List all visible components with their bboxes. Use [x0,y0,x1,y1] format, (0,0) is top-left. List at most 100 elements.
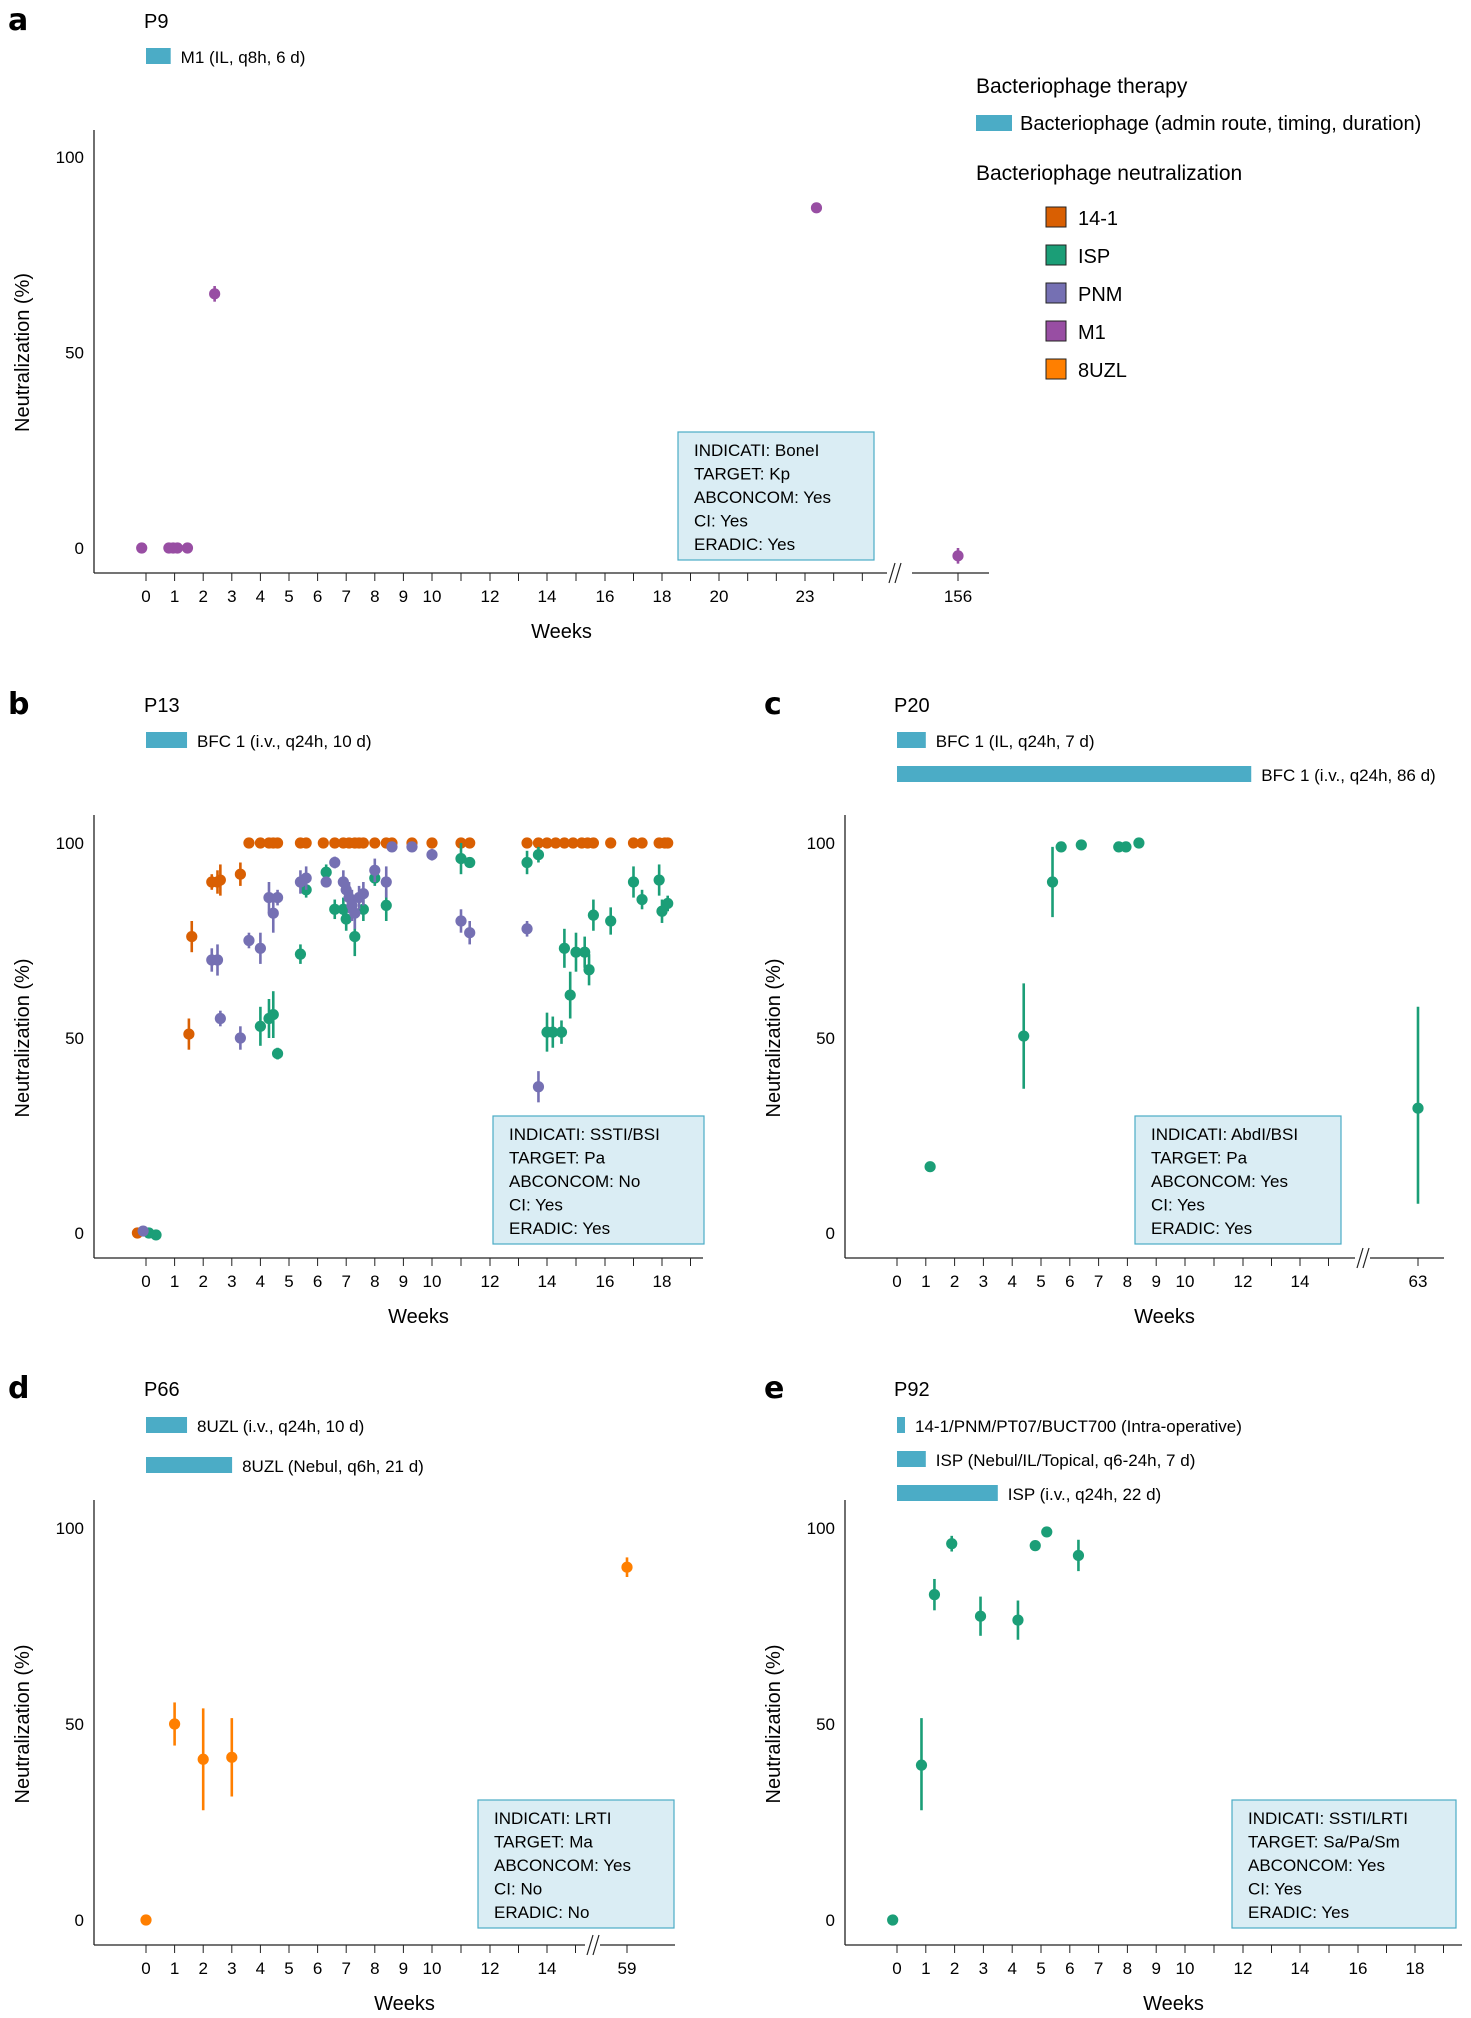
x-tick-label: 7 [1094,1959,1103,1978]
x-axis-label: Weeks [374,1993,435,2015]
data-point [357,837,369,849]
data-point [137,1225,149,1237]
data-point [928,1589,941,1601]
series-isp [143,843,674,1241]
data-point [226,1751,238,1763]
x-tick-label: 18 [653,587,672,606]
axis-break-mark [1356,1247,1364,1269]
y-tick-label: 100 [807,834,835,853]
y-tick-label: 0 [826,1224,835,1243]
legend-label: ISP [1078,246,1110,268]
x-tick-label: 2 [198,1272,207,1291]
x-tick-label: 18 [1406,1959,1425,1978]
y-axis-label: Neutralization (%) [12,273,34,432]
legend-label: 14-1 [1078,208,1118,230]
therapy-label: 8UZL (Nebul, q6h, 21 d) [242,1457,424,1476]
data-point [464,927,476,939]
panel-letter: b [8,687,29,722]
data-point [243,837,255,849]
x-tick-label: 3 [227,1959,236,1978]
info-box-line: CI: Yes [694,512,748,531]
info-box-line: INDICATI: LRTI [494,1809,611,1828]
x-tick-label: 12 [1234,1959,1253,1978]
x-tick-label: 9 [399,587,408,606]
info-box-line: CI: Yes [509,1196,563,1215]
x-tick-label: 12 [481,1959,500,1978]
therapy-bar [897,766,1252,782]
data-point [656,905,668,917]
x-tick-label: 1 [921,1959,930,1978]
legend-therapy-swatch [976,115,1012,131]
therapy-label: ISP (i.v., q24h, 22 d) [1008,1485,1161,1504]
x-tick-label: 14 [1291,1272,1310,1291]
x-tick-label: 5 [284,587,293,606]
info-box-line: ABCONCOM: Yes [694,488,831,507]
x-tick-label: 6 [1065,1272,1074,1291]
y-tick-label: 50 [65,344,84,363]
y-tick-label: 0 [75,1224,84,1243]
data-point [300,837,312,849]
x-tick-label: 1 [170,1272,179,1291]
data-point [140,1914,152,1926]
x-tick-label: 12 [1234,1272,1253,1291]
data-point [197,1753,209,1765]
y-tick-label: 100 [807,1519,835,1538]
x-tick-label: 2 [198,1959,207,1978]
data-point [579,946,591,958]
info-box-line: ERADIC: No [494,1903,589,1922]
x-tick-label: 18 [653,1272,672,1291]
y-tick-label: 0 [75,539,84,558]
data-point [329,903,341,915]
data-point [271,892,284,904]
data-point [555,1026,568,1038]
x-tick-label: 5 [1036,1272,1045,1291]
series-8uzl [140,1557,633,1926]
x-tick-label: 2 [950,1272,959,1291]
therapy-bar [146,1417,188,1433]
data-point [636,837,648,849]
legend-therapy-title: Bacteriophage therapy [976,75,1188,98]
x-tick-label: 4 [1007,1272,1016,1291]
info-box [477,1799,675,1929]
data-point [532,837,545,849]
data-point [300,884,312,896]
x-tick-label: 1 [170,587,179,606]
x-tick-label: 14 [1291,1959,1310,1978]
x-axis-label: Weeks [1134,1306,1195,1328]
data-point [329,856,341,869]
data-point [426,849,438,861]
legend-swatch-14-1 [1045,206,1067,228]
info-box-line: TARGET: Kp [694,465,790,484]
data-point [294,948,307,960]
data-point [662,897,674,910]
data-point [271,1048,284,1060]
data-point [810,202,823,214]
y-axis-label: Neutralization (%) [12,1645,34,1804]
data-point [329,837,341,849]
y-tick-label: 50 [816,1029,835,1048]
data-point [532,1081,545,1093]
patient-title: P20 [894,695,930,717]
legend-therapy-label: Bacteriophage (admin route, timing, dura… [1020,113,1421,135]
data-point [521,837,533,849]
data-point [380,899,392,912]
panel-letter: c [764,687,782,722]
therapy-label: BFC 1 (i.v., q24h, 86 d) [1261,766,1435,785]
data-point [946,1538,958,1550]
data-point [653,874,665,886]
data-point [369,837,381,849]
data-point [426,837,438,849]
data-point [254,942,266,954]
therapy-label: BFC 1 (i.v., q24h, 10 d) [197,732,371,751]
y-tick-label: 100 [56,148,84,167]
y-axis-label: Neutralization (%) [763,1645,785,1804]
info-box [1231,1799,1457,1929]
patient-title: P92 [894,1379,930,1401]
series-isp [924,837,1424,1204]
y-axis-label: Neutralization (%) [12,959,34,1118]
x-tick-label: 16 [1349,1959,1368,1978]
info-box-line: CI: No [494,1880,542,1899]
data-point [627,876,640,888]
therapy-bar [897,1417,905,1433]
